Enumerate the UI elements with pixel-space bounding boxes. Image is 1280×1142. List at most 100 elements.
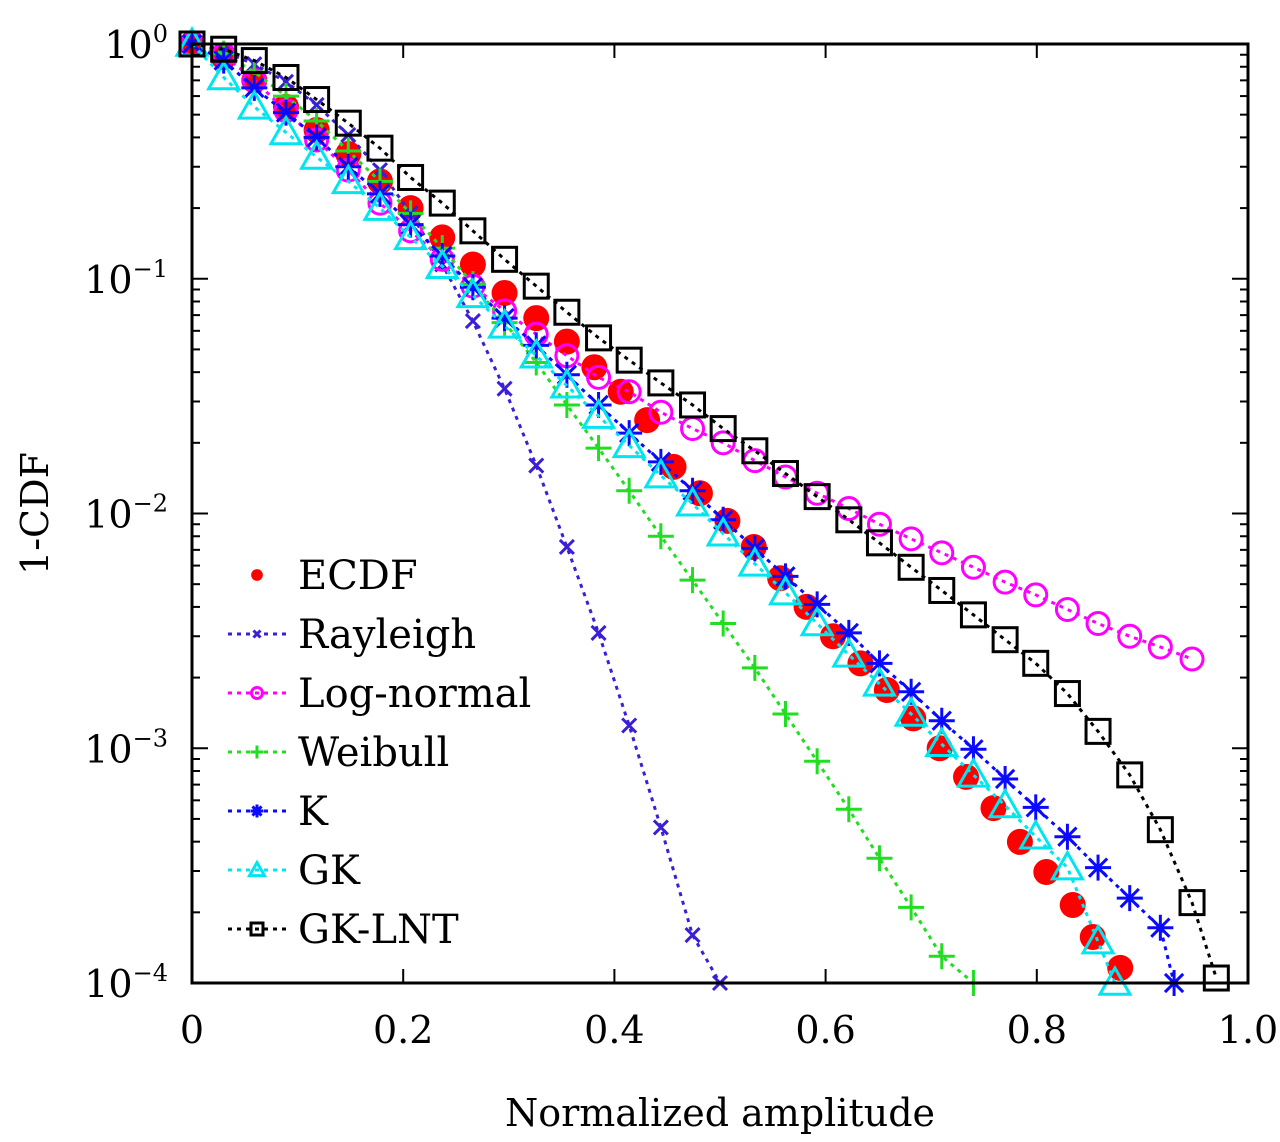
legend-entry-gk: GK [228, 848, 361, 894]
x-tick-label: 0.2 [373, 1008, 433, 1052]
data-point-log-normal [1023, 582, 1049, 608]
data-point-gk-lnt [303, 86, 331, 114]
data-point-rayleigh [308, 96, 325, 114]
data-point-log-normal [1117, 623, 1143, 649]
data-point-weibull [616, 477, 643, 504]
data-point-log-normal [1085, 610, 1111, 636]
data-point-weibull [928, 943, 955, 970]
data-point-gk-lnt [835, 506, 863, 534]
y-tick-label: 100 [104, 20, 168, 67]
data-point-log-normal [929, 540, 955, 566]
data-point-k [303, 124, 330, 151]
data-point-k [1147, 914, 1174, 941]
data-point-gk-lnt [366, 134, 394, 162]
data-point-ecdf [1107, 954, 1134, 981]
data-point-k [1085, 854, 1112, 881]
data-point-log-normal [742, 448, 768, 474]
data-point-gk-lnt [803, 483, 831, 511]
data-point-weibull [898, 894, 925, 921]
data-point-gk-lnt [928, 576, 956, 604]
data-point-gk [737, 545, 773, 577]
data-point-ecdf [847, 650, 874, 677]
legend-marker [252, 629, 262, 639]
data-point-log-normal [616, 379, 642, 405]
data-point-log-normal [898, 526, 924, 552]
legend-marker [250, 804, 264, 818]
data-point-gk-lnt [741, 437, 769, 465]
data-point-gk-lnt [897, 553, 925, 581]
data-point-gk-lnt [1022, 649, 1050, 677]
legend-entry-weibull: Weibull [228, 730, 449, 776]
data-point-gk-lnt [679, 391, 707, 419]
data-point-gk [1049, 849, 1086, 881]
data-point-gk [799, 605, 835, 637]
series-line-log-normal [191, 42, 1193, 661]
data-point-rayleigh [684, 927, 701, 944]
data-point-ecdf [819, 623, 846, 650]
data-point-gk-lnt [709, 415, 737, 443]
data-point-k [1022, 794, 1049, 821]
series-line-gk-lnt [191, 42, 1218, 979]
data-point-weibull [772, 700, 799, 727]
data-point-gk [236, 88, 272, 120]
data-point-k [992, 765, 1019, 792]
legend-marker [250, 745, 264, 759]
data-point-log-normal [648, 399, 674, 425]
data-point-log-normal [1179, 646, 1205, 672]
legend-entry-log-normal: Log-normal [228, 671, 531, 717]
data-point-weibull [585, 435, 612, 462]
data-point-k [898, 678, 925, 705]
data-point-rayleigh [590, 624, 607, 641]
data-point-gk [580, 398, 617, 429]
data-point-k [429, 243, 456, 269]
legend-entry-gk-lnt: GK-LNT [228, 907, 459, 953]
series-line-weibull [191, 42, 975, 985]
legend-label: Log-normal [298, 671, 531, 717]
legend-label: GK [298, 848, 361, 894]
legend-label: GK-LNT [298, 907, 459, 953]
data-point-gk [206, 59, 242, 91]
data-point-gk-lnt [491, 245, 519, 273]
data-point-rayleigh [558, 538, 575, 556]
data-point-gk-lnt [991, 626, 1019, 654]
data-point-k [866, 650, 893, 677]
data-point-gk [486, 307, 523, 339]
data-point-ecdf [459, 251, 486, 278]
data-point-gk [299, 139, 335, 170]
y-tick-label: 10−4 [84, 959, 168, 1006]
data-point-gk [393, 219, 429, 251]
data-point-k [1116, 885, 1143, 912]
y-tick-label: 10−1 [84, 255, 168, 302]
data-point-k [585, 391, 612, 418]
series-line-gk [190, 42, 1117, 984]
data-point-gk [362, 190, 398, 221]
data-point-gk-lnt [272, 63, 300, 91]
series-gk-lnt [178, 30, 1230, 992]
x-tick-label: 1.0 [1218, 1008, 1278, 1052]
data-point-gk [643, 457, 679, 489]
data-point-k [491, 305, 518, 332]
data-point-gk [955, 756, 992, 788]
ticks-layer: 0 0.2 0.4 0.6 0.8 1.0 100 10−1 10−2 10−3 10−4 [84, 20, 1278, 1052]
data-point-k [241, 74, 268, 101]
data-point-gk-lnt [428, 189, 456, 217]
data-point-gk [1080, 923, 1116, 955]
y-axis-title: 1-CDF [13, 452, 57, 575]
data-point-gk [831, 636, 867, 668]
data-point-weibull [710, 610, 737, 637]
data-point-gk [674, 485, 711, 517]
data-point-gk-lnt [865, 529, 893, 557]
data-point-gk-lnt [771, 460, 799, 488]
data-point-k [523, 332, 550, 359]
legend-marker [249, 921, 265, 937]
data-point-gk-lnt [1084, 717, 1112, 745]
data-point-gk [987, 787, 1023, 819]
data-point-log-normal [866, 511, 892, 537]
x-tick-label: 0.8 [1007, 1008, 1067, 1052]
data-point-gk-lnt [240, 47, 268, 75]
legend: ECDF Rayleigh Log-normal Weibull K GK GK-LNT [228, 553, 531, 953]
data-point-k [804, 591, 831, 618]
data-point-gk [767, 574, 804, 606]
x-tick-label: 0.4 [584, 1008, 644, 1052]
data-point-ecdf [634, 407, 661, 434]
